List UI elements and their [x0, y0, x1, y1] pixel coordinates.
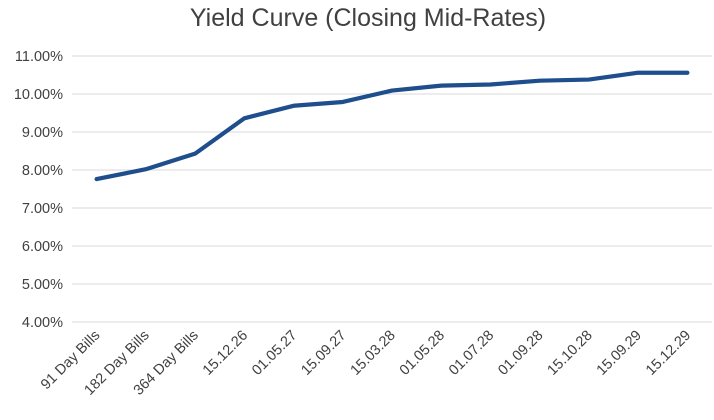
gridlines [72, 55, 712, 323]
x-tick-label: 15.12.29 [643, 328, 694, 379]
x-tick-label: 15.03.28 [348, 328, 399, 379]
x-tick-label: 01.05.27 [249, 328, 300, 379]
x-tick-label: 01.07.28 [446, 328, 497, 379]
y-tick-label: 6.00% [22, 239, 63, 255]
y-tick-label: 8.00% [22, 163, 63, 179]
x-tick-label: 01.09.28 [495, 328, 546, 379]
series-line [94, 70, 690, 182]
y-tick-label: 10.00% [14, 87, 63, 103]
x-tick-label: 01.05.28 [397, 328, 448, 379]
y-tick-label: 5.00% [22, 277, 63, 293]
x-tick-label: 15.12.26 [200, 328, 251, 379]
x-tick-label: 15.09.27 [298, 328, 349, 379]
series-layer [94, 70, 690, 182]
y-tick-label: 7.00% [22, 201, 63, 217]
chart-title: Yield Curve (Closing Mid-Rates) [190, 4, 546, 32]
y-tick-label: 9.00% [22, 125, 63, 141]
y-tick-label: 4.00% [22, 315, 63, 331]
y-axis-tick-labels: 4.00% 5.00% 6.00% 7.00% 8.00% 9.00% 10.00% 11.0… [14, 49, 63, 331]
x-tick-label: 15.10.28 [545, 328, 596, 379]
x-tick-label: 15.09.29 [594, 328, 645, 379]
y-tick-label: 11.00% [15, 49, 63, 65]
